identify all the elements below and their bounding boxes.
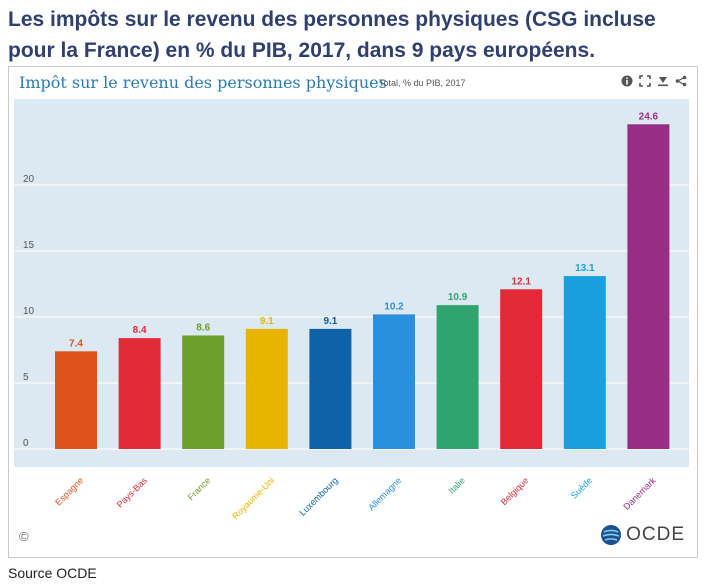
x-tick-label: Pays-Bas: [115, 475, 150, 510]
data-label: 9.1: [260, 316, 274, 327]
data-label: 24.6: [639, 111, 659, 122]
bar-allemagne[interactable]: [373, 314, 415, 449]
x-tick-label: Royaume-Uni: [230, 475, 276, 521]
y-tick-label: 5: [23, 372, 29, 383]
oecd-logo-text: OCDE: [626, 524, 685, 545]
x-tick-label: Espagne: [53, 475, 85, 507]
data-label: 7.4: [69, 338, 83, 349]
share-icon[interactable]: [675, 75, 687, 87]
oecd-globe-icon: [601, 525, 622, 545]
bar-su-de[interactable]: [563, 276, 606, 449]
data-label: 13.1: [575, 263, 595, 274]
data-label: 10.2: [384, 301, 404, 312]
source-note: Source OCDE: [8, 565, 97, 581]
data-label: 12.1: [511, 276, 531, 287]
x-tick-label: Italie: [446, 475, 467, 496]
x-tick-label: Danemark: [621, 475, 658, 512]
x-tick-label: Luxembourg: [297, 475, 339, 517]
info-icon[interactable]: [621, 75, 633, 87]
data-label: 8.6: [196, 322, 210, 333]
bar-royaume-uni[interactable]: [245, 328, 288, 449]
x-tick-label: Suède: [569, 475, 594, 500]
bar-espagne[interactable]: [55, 351, 97, 449]
oecd-logo[interactable]: OCDE: [600, 524, 685, 546]
chart-toolbar: [621, 75, 687, 87]
bar-pays-bas[interactable]: [118, 338, 161, 449]
bar-belgique[interactable]: [500, 289, 543, 449]
expand-icon[interactable]: [639, 75, 651, 87]
y-tick-label: 0: [23, 438, 29, 449]
x-tick-label: France: [186, 475, 213, 502]
x-tick-label: Allemagne: [366, 475, 403, 512]
copyright-mark: ©: [19, 529, 29, 544]
data-label: 10.9: [448, 292, 468, 303]
bar-france[interactable]: [182, 335, 225, 449]
bar-italie[interactable]: [436, 305, 479, 449]
data-label: 8.4: [133, 325, 147, 336]
download-icon[interactable]: [657, 75, 669, 87]
bar-luxembourg[interactable]: [309, 328, 352, 449]
chart-title: Impôt sur le revenu des personnes physiq…: [19, 73, 387, 92]
data-label: 9.1: [323, 316, 337, 327]
y-tick-label: 15: [23, 240, 35, 251]
y-tick-label: 20: [23, 174, 35, 185]
y-tick-label: 10: [23, 306, 35, 317]
bar-danemark[interactable]: [627, 124, 670, 449]
chart-card: Impôt sur le revenu des personnes physiq…: [8, 66, 698, 558]
bar-chart: 0 5 10 15 20 7.4 Espagne 8.4 Pays-Bas 8.6 France 9…: [14, 99, 689, 521]
x-tick-label: Belgique: [499, 475, 531, 507]
page-title: Les impôts sur le revenu des personnes p…: [8, 8, 656, 62]
chart-subtitle: Total, % du PIB, 2017: [379, 78, 466, 88]
